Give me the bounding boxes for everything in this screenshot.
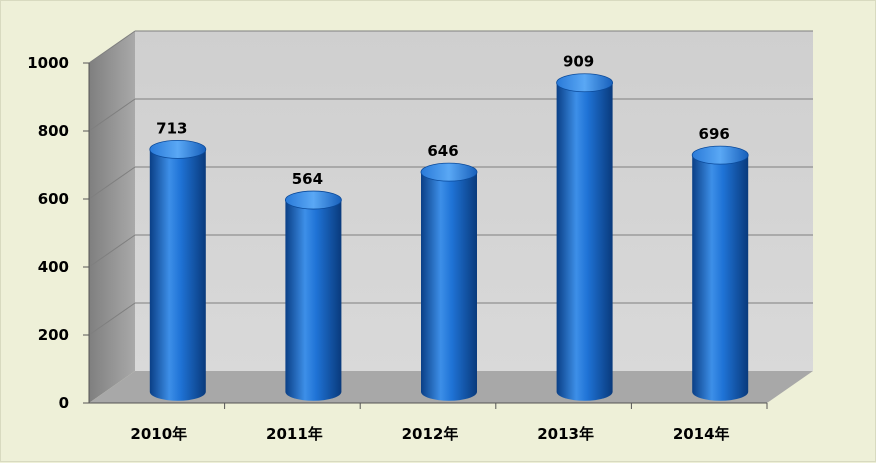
- bar-top: [556, 73, 613, 93]
- bar: [692, 155, 749, 401]
- x-tick-label: 2012年: [402, 425, 459, 443]
- data-label: 713: [156, 119, 187, 137]
- gridline-side: [88, 98, 136, 132]
- data-label: 564: [292, 170, 323, 188]
- y-tick-label: 0: [59, 394, 69, 412]
- y-tick-label: 600: [38, 190, 69, 208]
- x-tick-label: 2010年: [130, 425, 187, 443]
- bar: [149, 149, 206, 401]
- y-tick-label: 200: [38, 326, 69, 344]
- side-wall: [89, 31, 135, 403]
- bar-top: [149, 139, 207, 159]
- gridline-side: [88, 30, 136, 64]
- data-label: 646: [427, 142, 458, 160]
- x-tick-label: 2011年: [266, 425, 323, 443]
- x-tick-label: 2013年: [537, 425, 594, 443]
- data-label: 696: [699, 125, 730, 143]
- gridline-side: [88, 166, 136, 200]
- data-label: 909: [563, 53, 594, 71]
- bar: [285, 200, 342, 401]
- bar-top: [691, 145, 749, 165]
- y-tick-label: 400: [38, 258, 69, 276]
- gridline-side: [88, 302, 136, 336]
- labels: 0 200 400 600 800 1000 713 2010年 564 2011年 646 2012…: [27, 53, 730, 443]
- bar-top: [284, 190, 342, 210]
- bars: [149, 73, 749, 401]
- y-tick-label: 800: [38, 122, 69, 140]
- axes: [83, 62, 768, 409]
- bar: [556, 82, 613, 401]
- gridline-side: [88, 234, 136, 268]
- y-tick-label: 1000: [27, 54, 69, 72]
- bar-top: [420, 162, 478, 182]
- bar: [421, 172, 477, 401]
- x-tick-label: 2014年: [673, 425, 730, 443]
